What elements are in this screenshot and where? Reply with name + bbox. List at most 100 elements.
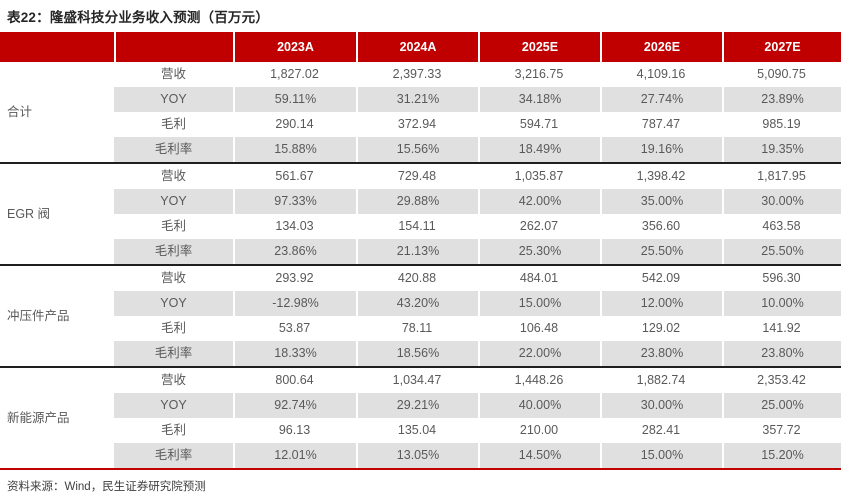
value-cell: 19.35% [722, 137, 841, 162]
value-cell: 92.74% [233, 393, 356, 418]
segment-name: 合计 [7, 104, 33, 119]
table-title: 表22：隆盛科技分业务收入预测（百万元） [7, 10, 270, 25]
value-cell: 129.02 [641, 321, 681, 335]
value-cell: 18.33% [233, 341, 356, 366]
value-cell: 29.21% [356, 393, 478, 418]
value-cell: 59.11% [233, 87, 356, 112]
metric-label: 营收 [160, 169, 186, 183]
value-cell: 23.86% [233, 239, 356, 264]
value-cell: 134.03 [275, 219, 314, 233]
value-cell: 15.20% [722, 443, 841, 468]
segment-name: EGR 阀 [7, 206, 51, 221]
value-cell: 357.72 [762, 423, 801, 437]
header-empty-segment-cell [0, 32, 114, 62]
value-cell: 484.01 [519, 271, 559, 285]
value-cell: 96.13 [278, 423, 311, 437]
metric-label: 毛利 [160, 423, 186, 437]
value-cell: 729.48 [397, 169, 437, 183]
value-cell: 23.89% [722, 87, 841, 112]
value-cell: 18.56% [356, 341, 478, 366]
value-cell: 15.88% [233, 137, 356, 162]
metric-label: YOY [114, 87, 233, 112]
business-segment-group: 新能源产品 营收 800.64 1,034.47 1,448.26 1,882.74 2,3… [0, 368, 841, 470]
value-cell: 18.49% [478, 137, 600, 162]
value-cell: 34.18% [478, 87, 600, 112]
year-header-2023a: 2023A [233, 32, 356, 62]
table-body: 合计 营收 1,827.02 2,397.33 3,216.75 4,109.16 5,09… [0, 62, 841, 470]
metric-label: 毛利 [160, 117, 186, 131]
value-cell: 787.47 [641, 117, 681, 131]
header-empty-metric-cell [114, 32, 233, 62]
value-cell: 356.60 [641, 219, 681, 233]
value-cell: 463.58 [762, 219, 801, 233]
value-cell: 19.16% [600, 137, 722, 162]
value-cell: 1,398.42 [636, 169, 686, 183]
value-cell: 15.56% [356, 137, 478, 162]
metric-label: 营收 [160, 373, 186, 387]
value-cell: 25.30% [478, 239, 600, 264]
value-cell: 561.67 [275, 169, 314, 183]
value-cell: 42.00% [478, 189, 600, 214]
metric-label: YOY [114, 393, 233, 418]
value-cell: 594.71 [519, 117, 559, 131]
value-cell: 210.00 [519, 423, 559, 437]
metric-label: 毛利率 [114, 137, 233, 162]
value-cell: 3,216.75 [514, 67, 564, 81]
value-cell: 2,353.42 [757, 373, 806, 387]
value-cell: 290.14 [275, 117, 314, 131]
value-cell: 1,448.26 [514, 373, 564, 387]
year-header-2026e: 2026E [600, 32, 722, 62]
year-header-2027e: 2027E [722, 32, 841, 62]
value-cell: 10.00% [722, 291, 841, 316]
value-cell: 15.00% [600, 443, 722, 468]
metric-label: 营收 [160, 67, 186, 81]
value-cell: 40.00% [478, 393, 600, 418]
value-cell: 985.19 [762, 117, 801, 131]
year-header-2025e: 2025E [478, 32, 600, 62]
value-cell: 420.88 [397, 271, 437, 285]
value-cell: 1,817.95 [757, 169, 806, 183]
business-segment-group: EGR 阀 营收 561.67 729.48 1,035.87 1,398.42 1,817… [0, 164, 841, 266]
value-cell: 5,090.75 [757, 67, 806, 81]
business-segment-group: 冲压件产品 营收 293.92 420.88 484.01 542.09 596.30 YOY… [0, 266, 841, 368]
value-cell: 596.30 [762, 271, 801, 285]
value-cell: 1,827.02 [270, 67, 319, 81]
value-cell: 25.50% [722, 239, 841, 264]
value-cell: 2,397.33 [392, 67, 442, 81]
value-cell: 27.74% [600, 87, 722, 112]
metric-label: 毛利率 [114, 443, 233, 468]
value-cell: 21.13% [356, 239, 478, 264]
segment-name: 冲压件产品 [7, 308, 70, 323]
value-cell: 282.41 [641, 423, 681, 437]
value-cell: 154.11 [398, 219, 436, 233]
value-cell: 12.00% [600, 291, 722, 316]
value-cell: 23.80% [600, 341, 722, 366]
value-cell: 53.87 [278, 321, 311, 335]
table-header-row: 2023A 2024A 2025E 2026E 2027E [0, 32, 841, 62]
value-cell: 23.80% [722, 341, 841, 366]
value-cell: -12.98% [233, 291, 356, 316]
value-cell: 1,035.87 [514, 169, 564, 183]
revenue-forecast-table: 2023A 2024A 2025E 2026E 2027E 合计 营收 1,827.… [0, 32, 841, 470]
metric-label: YOY [114, 189, 233, 214]
metric-label: YOY [114, 291, 233, 316]
value-cell: 4,109.16 [636, 67, 686, 81]
value-cell: 29.88% [356, 189, 478, 214]
value-cell: 14.50% [478, 443, 600, 468]
value-cell: 106.48 [519, 321, 559, 335]
value-cell: 15.00% [478, 291, 600, 316]
value-cell: 43.20% [356, 291, 478, 316]
value-cell: 262.07 [519, 219, 559, 233]
value-cell: 31.21% [356, 87, 478, 112]
source-note: 资料来源：Wind，民生证券研究院预测 [7, 481, 206, 493]
year-header-2024a: 2024A [356, 32, 478, 62]
metric-label: 毛利率 [114, 341, 233, 366]
value-cell: 25.50% [600, 239, 722, 264]
metric-label: 毛利率 [114, 239, 233, 264]
value-cell: 800.64 [275, 373, 314, 387]
value-cell: 135.04 [397, 423, 437, 437]
metric-label: 毛利 [160, 321, 186, 335]
metric-label: 营收 [160, 271, 186, 285]
value-cell: 30.00% [722, 189, 841, 214]
